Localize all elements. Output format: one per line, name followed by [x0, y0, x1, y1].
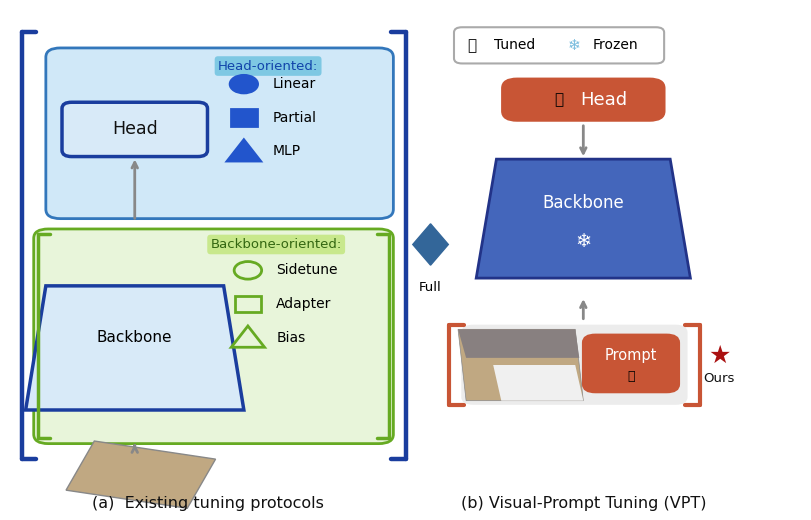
Text: ❄: ❄: [567, 38, 580, 53]
Circle shape: [234, 262, 262, 279]
FancyBboxPatch shape: [461, 324, 688, 405]
FancyBboxPatch shape: [235, 295, 261, 313]
Text: ❄: ❄: [575, 232, 591, 251]
FancyBboxPatch shape: [62, 102, 208, 157]
Polygon shape: [231, 326, 264, 347]
Polygon shape: [413, 224, 448, 265]
Text: 🔥: 🔥: [555, 92, 564, 107]
FancyBboxPatch shape: [583, 335, 679, 392]
Text: Full: Full: [419, 281, 442, 294]
Text: Ours: Ours: [703, 372, 735, 385]
Polygon shape: [66, 441, 216, 508]
Text: 🔥: 🔥: [627, 370, 635, 383]
Text: Frozen: Frozen: [593, 38, 638, 53]
Text: Prompt: Prompt: [605, 348, 657, 363]
Text: 🔥: 🔥: [467, 38, 476, 53]
Text: (b) Visual-Prompt Tuning (VPT): (b) Visual-Prompt Tuning (VPT): [461, 496, 706, 511]
Polygon shape: [493, 365, 583, 401]
Text: Backbone: Backbone: [543, 194, 624, 212]
FancyBboxPatch shape: [503, 79, 664, 120]
Text: Backbone-oriented:: Backbone-oriented:: [211, 238, 341, 251]
Text: Backbone: Backbone: [97, 330, 173, 345]
Text: Adapter: Adapter: [277, 297, 332, 311]
FancyBboxPatch shape: [46, 48, 393, 218]
FancyBboxPatch shape: [231, 109, 257, 126]
FancyBboxPatch shape: [34, 229, 393, 444]
Text: Head: Head: [580, 90, 627, 109]
Text: Bias: Bias: [277, 331, 306, 345]
Text: Partial: Partial: [272, 111, 316, 125]
Text: MLP: MLP: [272, 145, 300, 159]
Text: Head: Head: [112, 121, 157, 138]
Text: Linear: Linear: [272, 77, 315, 91]
Polygon shape: [26, 286, 244, 410]
Circle shape: [230, 75, 258, 93]
Text: Sidetune: Sidetune: [277, 263, 337, 277]
Polygon shape: [458, 329, 583, 401]
Text: Tuned: Tuned: [495, 38, 535, 53]
Polygon shape: [227, 140, 260, 161]
FancyBboxPatch shape: [454, 27, 664, 63]
Polygon shape: [458, 329, 579, 358]
Text: Head-oriented:: Head-oriented:: [218, 60, 318, 73]
Text: ★: ★: [708, 344, 730, 368]
Polygon shape: [476, 159, 690, 278]
Text: (a)  Existing tuning protocols: (a) Existing tuning protocols: [92, 496, 324, 511]
